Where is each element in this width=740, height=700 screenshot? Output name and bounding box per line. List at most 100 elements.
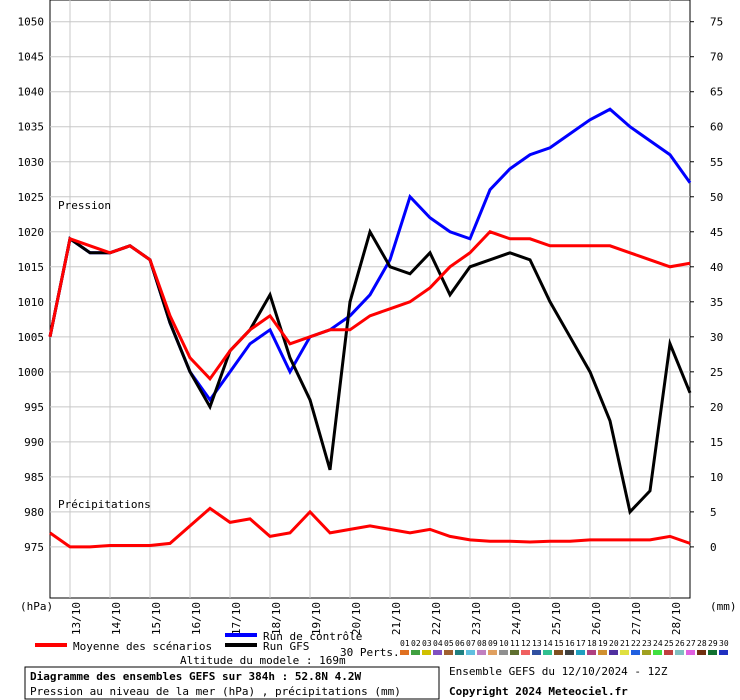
pert-swatch — [400, 650, 409, 655]
y2-tick-label: 20 — [710, 401, 723, 414]
y-tick-label: 1000 — [18, 366, 45, 379]
pert-label: 21 — [620, 639, 630, 648]
pert-swatch — [444, 650, 453, 655]
y2-tick-label: 70 — [710, 51, 723, 64]
pert-label: 17 — [576, 639, 586, 648]
pert-swatch — [521, 650, 530, 655]
y-unit: (hPa) — [20, 600, 53, 613]
pert-swatch — [609, 650, 618, 655]
pert-label: 09 — [488, 639, 498, 648]
pert-label: 05 — [444, 639, 454, 648]
pert-swatch — [686, 650, 695, 655]
x-tick-label: 18/10 — [270, 602, 283, 635]
y-tick-label: 1045 — [18, 51, 45, 64]
pert-swatch — [719, 650, 728, 655]
pert-label: 12 — [521, 639, 531, 648]
precip-label: Précipitations — [58, 498, 151, 511]
x-tick-label: 14/10 — [110, 602, 123, 635]
plot-frame — [49, 0, 691, 599]
title-box — [24, 666, 440, 700]
pert-label: 11 — [510, 639, 520, 648]
legend-label: Moyenne des scénarios — [73, 640, 212, 653]
pert-swatch — [488, 650, 497, 655]
x-tick-label: 23/10 — [470, 602, 483, 635]
y2-tick-label: 45 — [710, 226, 723, 239]
pert-swatch — [499, 650, 508, 655]
y-tick-label: 1050 — [18, 16, 45, 29]
pert-swatch — [422, 650, 431, 655]
pert-swatch — [642, 650, 651, 655]
y2-tick-label: 5 — [710, 506, 717, 519]
pert-swatch — [708, 650, 717, 655]
y2-tick-label: 60 — [710, 121, 723, 134]
pert-swatch — [411, 650, 420, 655]
pert-swatch — [587, 650, 596, 655]
pert-swatch — [631, 650, 640, 655]
pert-label: 30 — [719, 639, 729, 648]
pert-label: 14 — [543, 639, 553, 648]
pert-label: 29 — [708, 639, 718, 648]
pert-swatch — [675, 650, 684, 655]
x-tick-label: 27/10 — [630, 602, 643, 635]
y-tick-label: 1040 — [18, 86, 45, 99]
x-tick-label: 24/10 — [510, 602, 523, 635]
y2-tick-label: 50 — [710, 191, 723, 204]
y2-tick-label: 35 — [710, 296, 723, 309]
pert-label: 08 — [477, 639, 487, 648]
y2-tick-label: 15 — [710, 436, 723, 449]
pert-label: 19 — [598, 639, 608, 648]
pert-swatch — [433, 650, 442, 655]
chart-title: Diagramme des ensembles GEFS sur 384h : … — [30, 670, 362, 683]
pert-label: 27 — [686, 639, 696, 648]
pert-swatch — [620, 650, 629, 655]
pert-label: 22 — [631, 639, 641, 648]
pert-label: 16 — [565, 639, 575, 648]
legend-swatch — [35, 643, 67, 647]
pressure-label: Pression — [58, 199, 111, 212]
x-tick-label: 25/10 — [550, 602, 563, 635]
pert-swatch — [466, 650, 475, 655]
legend-swatch — [225, 643, 257, 647]
pert-label: 02 — [411, 639, 421, 648]
x-tick-label: 15/10 — [150, 602, 163, 635]
pert-swatch — [697, 650, 706, 655]
pert-label: 28 — [697, 639, 707, 648]
x-tick-label: 28/10 — [670, 602, 683, 635]
y-tick-label: 1035 — [18, 121, 45, 134]
y-tick-label: 980 — [24, 506, 44, 519]
pert-swatch — [653, 650, 662, 655]
pert-label: 20 — [609, 639, 619, 648]
pert-swatch — [576, 650, 585, 655]
y2-tick-label: 30 — [710, 331, 723, 344]
y2-tick-label: 65 — [710, 86, 723, 99]
y2-tick-label: 0 — [710, 541, 717, 554]
y-tick-label: 1010 — [18, 296, 45, 309]
y-tick-label: 1015 — [18, 261, 45, 274]
y2-tick-label: 75 — [710, 16, 723, 29]
pert-label: 18 — [587, 639, 597, 648]
copyright: Copyright 2024 Meteociel.fr — [449, 685, 628, 698]
x-tick-label: 16/10 — [190, 602, 203, 635]
chart-subtitle: Pression au niveau de la mer (hPa) , pré… — [30, 685, 401, 698]
pert-label: 10 — [499, 639, 509, 648]
y2-tick-label: 55 — [710, 156, 723, 169]
y-tick-label: 985 — [24, 471, 44, 484]
pert-label: 15 — [554, 639, 564, 648]
precip-line — [49, 506, 691, 549]
x-tick-label: 17/10 — [230, 602, 243, 635]
pert-label: 04 — [433, 639, 443, 648]
y2-tick-label: 25 — [710, 366, 723, 379]
pert-label: 07 — [466, 639, 476, 648]
pert-swatch — [664, 650, 673, 655]
pressure-line — [48, 230, 691, 382]
pert-swatch — [455, 650, 464, 655]
pert-label: 24 — [653, 639, 663, 648]
x-tick-label: 20/10 — [350, 602, 363, 635]
pert-label: 13 — [532, 639, 542, 648]
y-tick-label: 975 — [24, 541, 44, 554]
y-tick-label: 1005 — [18, 331, 45, 344]
y2-unit: (mm) — [710, 600, 737, 613]
y-tick-label: 1025 — [18, 191, 45, 204]
x-tick-label: 13/10 — [70, 602, 83, 635]
x-tick-label: 21/10 — [390, 602, 403, 635]
